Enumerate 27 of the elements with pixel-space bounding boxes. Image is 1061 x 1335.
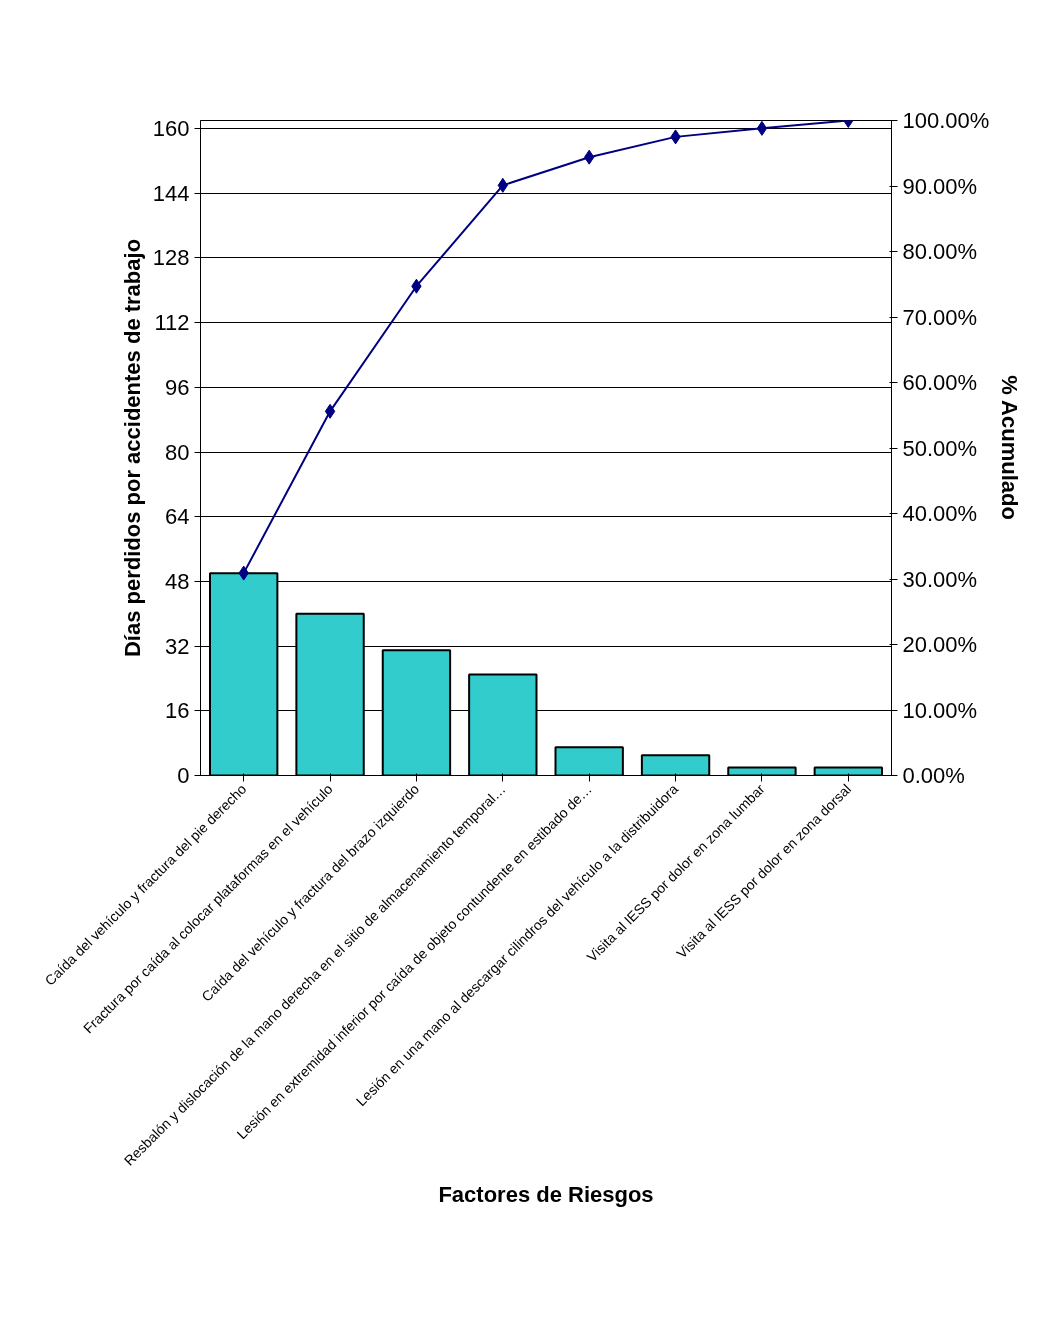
point — [756, 120, 768, 136]
y-tick-label: 0 — [177, 763, 190, 788]
y2-axis-title: % Acumulado — [997, 375, 1023, 520]
y-axis-title: Días perdidos por accidentes de trabajo — [119, 238, 145, 658]
x-axis-title: Factores de Riesgos — [438, 1182, 654, 1208]
y-tick-label: 160 — [152, 116, 190, 142]
y2-tick-label: 70.00% — [902, 304, 978, 330]
y-tick-label: 48 — [165, 568, 190, 594]
y2-tick-label: 30.00% — [902, 566, 978, 592]
point — [324, 403, 336, 419]
y2-tick-label: 100.00% — [902, 108, 990, 133]
y-tick-label: 144 — [152, 180, 190, 206]
y-tick-label: 80 — [165, 439, 190, 465]
y-tick-label: 16 — [165, 698, 190, 724]
y-tick-label: 32 — [165, 633, 190, 659]
y-tick-label: 128 — [152, 245, 190, 271]
y2-tick-label: 0.00% — [902, 763, 965, 788]
y2-tick-label: 40.00% — [902, 501, 978, 526]
y-tick-label: 64 — [165, 504, 190, 530]
y2-tick-label: 80.00% — [902, 239, 978, 264]
y2-tick-label: 10.00% — [902, 697, 978, 723]
y2-tick-label: 50.00% — [902, 435, 978, 461]
y2-tick-label: 90.00% — [902, 173, 978, 199]
y2-tick-label: 20.00% — [902, 632, 978, 657]
y2-tick-label: 60.00% — [902, 370, 978, 395]
y-tick-label: 112 — [154, 310, 190, 336]
y-tick-label: 96 — [165, 374, 190, 400]
